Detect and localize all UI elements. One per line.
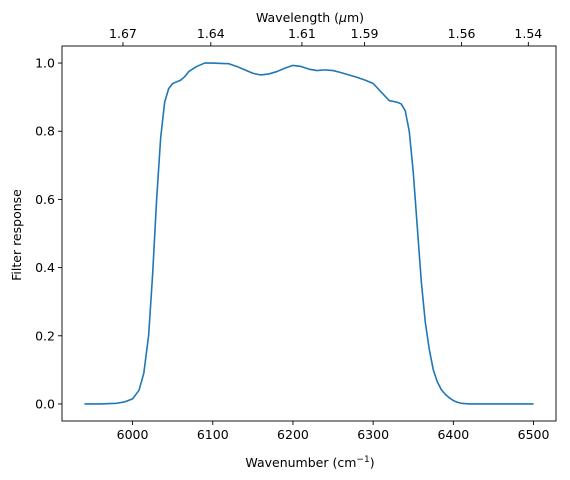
- top-tick-label: 1.56: [448, 26, 476, 41]
- top-axis-title: Wavelength (μm): [256, 10, 364, 25]
- x-axis-title: Wavenumber (cm−1): [245, 455, 374, 470]
- top-tick-label: 1.67: [109, 26, 137, 41]
- x-tick-label: 6300: [357, 427, 389, 442]
- left-axis-ticks: 0.0 0.2 0.4 0.6 0.8 1.0: [35, 56, 62, 411]
- y-tick-label: 0.2: [35, 328, 55, 343]
- y-tick-label: 0.4: [35, 260, 55, 275]
- plot-area: [61, 45, 557, 422]
- x-tick-label: 6200: [277, 427, 309, 442]
- x-tick-label: 6100: [197, 427, 229, 442]
- top-axis-ticks: 1.67 1.64 1.61 1.59 1.56 1.54: [109, 26, 542, 46]
- x-tick-label: 6400: [437, 427, 469, 442]
- x-tick-label: 6500: [518, 427, 550, 442]
- top-tick-label: 1.54: [514, 26, 542, 41]
- top-tick-label: 1.59: [351, 26, 379, 41]
- top-tick-label: 1.64: [197, 26, 225, 41]
- y-tick-label: 1.0: [35, 56, 55, 71]
- y-tick-label: 0.8: [35, 124, 55, 139]
- y-axis-title: Filter response: [9, 189, 24, 281]
- x-tick-label: 6000: [117, 427, 149, 442]
- y-tick-label: 0.0: [35, 396, 55, 411]
- y-tick-label: 0.6: [35, 192, 55, 207]
- bottom-axis-ticks: 6000 6100 6200 6300 6400 6500: [117, 421, 550, 442]
- plot-frame: [61, 45, 557, 422]
- top-tick-label: 1.61: [288, 26, 316, 41]
- series-line-0: [84, 62, 534, 405]
